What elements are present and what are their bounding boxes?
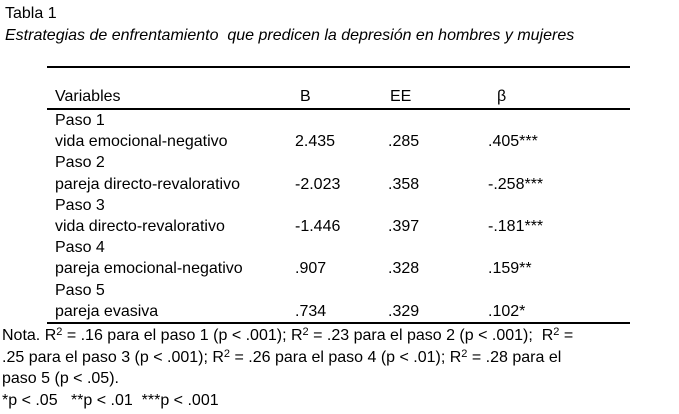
- b-value: 2.435: [295, 133, 336, 151]
- beta-value: .102*: [488, 302, 526, 320]
- variable-name: vida emocional-negativo: [55, 133, 228, 151]
- column-header-variables: Variables: [55, 88, 121, 105]
- b-value: -1.446: [295, 217, 341, 235]
- column-header-b: B: [300, 88, 311, 105]
- beta-value: .405***: [488, 133, 538, 151]
- step-row: Paso 3: [47, 195, 630, 216]
- beta-value: -.258***: [488, 175, 544, 193]
- note-text: = .26 para el paso 4 (p < .01); R: [230, 348, 462, 366]
- ee-value: .285: [388, 133, 420, 151]
- superscript-2: 2: [553, 326, 560, 339]
- column-header-beta: β: [497, 88, 507, 105]
- note-line: .25 para el paso 3 (p < .001); R2 = .26 …: [2, 347, 678, 369]
- step-label: Paso 1: [55, 112, 105, 129]
- ee-value: .358: [388, 175, 420, 193]
- step-label: Paso 5: [55, 281, 105, 299]
- beta-value: -.181***: [488, 217, 544, 235]
- table-header-row: Variables B EE β: [47, 68, 630, 110]
- table-number: Tabla 1: [5, 5, 57, 22]
- note-text: *p < .05 **p < .01 ***p < .001: [2, 391, 219, 409]
- column-header-ee: EE: [390, 88, 412, 105]
- superscript-2: 2: [56, 326, 63, 339]
- ee-value: .329: [388, 302, 420, 320]
- beta-value: .159**: [488, 260, 532, 278]
- variable-name: vida directo-revalorativo: [55, 217, 225, 235]
- ee-value: .397: [388, 217, 420, 235]
- variable-name: pareja emocional-negativo: [55, 260, 243, 278]
- step-row: Paso 2: [47, 152, 630, 173]
- step-label: Paso 2: [55, 154, 105, 172]
- note-text: = .28 para el: [467, 348, 562, 366]
- note-text: = .16 para el paso 1 (p < .001); R: [62, 327, 303, 344]
- table-title: Estrategias de enfrentamiento que predic…: [5, 27, 575, 44]
- b-value: .734: [295, 302, 327, 320]
- note-text: .25 para el paso 3 (p < .001); R: [2, 348, 224, 366]
- table-row: pareja evasiva .734 .329 .102*: [47, 301, 630, 322]
- step-row: Paso 5: [47, 280, 630, 301]
- superscript-2: 2: [302, 326, 309, 339]
- regression-table: Variables B EE β Paso 1 vida emocional-ne…: [47, 66, 630, 324]
- variable-name: pareja evasiva: [55, 302, 159, 320]
- table-row: pareja directo-revalorativo -2.023 .358 -.2…: [47, 174, 630, 195]
- table-row: pareja emocional-negativo .907 .328 .159**: [47, 258, 630, 279]
- ee-value: .328: [388, 260, 420, 278]
- note-text: paso 5 (p < .05).: [2, 370, 119, 387]
- superscript-2: 2: [223, 347, 231, 360]
- note-text: = .23 para el paso 2 (p < .001); R: [308, 327, 554, 344]
- step-row: Paso 1: [47, 110, 630, 131]
- table-note: Nota. R2 = .16 para el paso 1 (p < .001)…: [2, 325, 678, 411]
- b-value: -2.023: [295, 175, 341, 193]
- variable-name: pareja directo-revalorativo: [55, 175, 240, 193]
- step-row: Paso 4: [47, 237, 630, 258]
- note-text: Nota. R: [2, 327, 57, 344]
- step-label: Paso 4: [55, 239, 105, 257]
- superscript-2: 2: [461, 347, 468, 360]
- table-row: vida emocional-negativo 2.435 .285 .405***: [47, 131, 630, 152]
- note-line: paso 5 (p < .05).: [2, 368, 678, 390]
- b-value: .907: [295, 260, 327, 278]
- note-text: =: [559, 327, 574, 344]
- step-label: Paso 3: [55, 196, 105, 214]
- table-body: Paso 1 vida emocional-negativo 2.435 .285 .4…: [47, 110, 630, 322]
- note-line: *p < .05 **p < .01 ***p < .001: [2, 390, 678, 412]
- note-line: Nota. R2 = .16 para el paso 1 (p < .001)…: [2, 325, 678, 347]
- table-row: vida directo-revalorativo -1.446 .397 -.181…: [47, 216, 630, 237]
